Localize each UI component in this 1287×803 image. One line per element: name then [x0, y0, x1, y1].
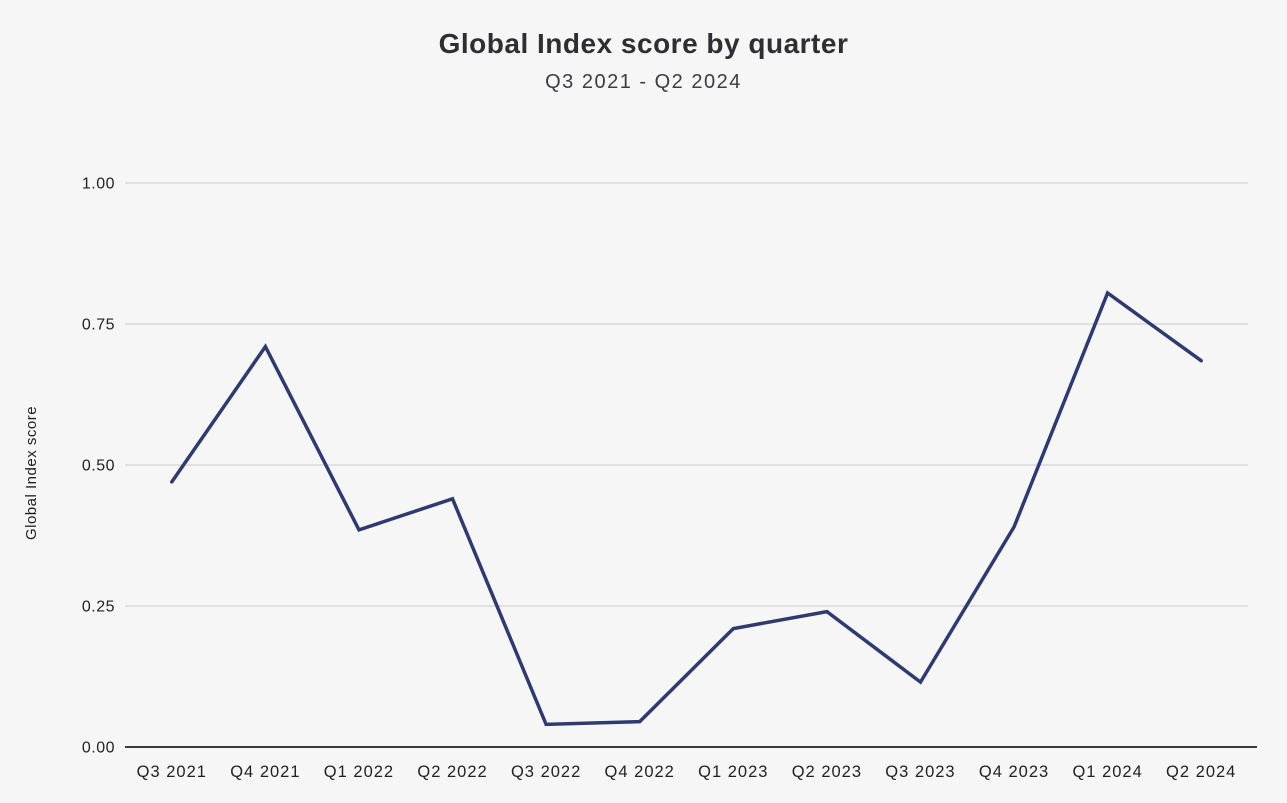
x-tick-label: Q1 2024	[1072, 763, 1142, 781]
x-tick-label: Q1 2023	[698, 763, 768, 781]
y-tick-label: 0.00	[82, 740, 115, 757]
x-tick-label: Q2 2023	[792, 763, 862, 781]
x-tick-label: Q3 2023	[885, 763, 955, 781]
chart-title: Global Index score by quarter	[438, 28, 849, 59]
chart-subtitle: Q3 2021 - Q2 2024	[545, 71, 742, 93]
data-line-series	[170, 290, 1203, 727]
x-tick-label: Q4 2021	[230, 763, 300, 781]
y-tick-label: 0.50	[82, 458, 115, 475]
y-tick-label: 1.00	[82, 176, 115, 193]
x-tick-label: Q4 2023	[979, 763, 1049, 781]
y-axis-title: Global Index score	[23, 406, 40, 540]
x-tick-label: Q2 2024	[1166, 763, 1236, 781]
x-tick-label: Q1 2022	[324, 763, 394, 781]
x-tick-label: Q4 2022	[605, 763, 675, 781]
x-tick-label: Q2 2022	[417, 763, 487, 781]
y-tick-label: 0.25	[82, 599, 115, 616]
y-tick-label: 0.75	[82, 317, 115, 334]
x-tick-label: Q3 2022	[511, 763, 581, 781]
x-tick-label: Q3 2021	[137, 763, 207, 781]
